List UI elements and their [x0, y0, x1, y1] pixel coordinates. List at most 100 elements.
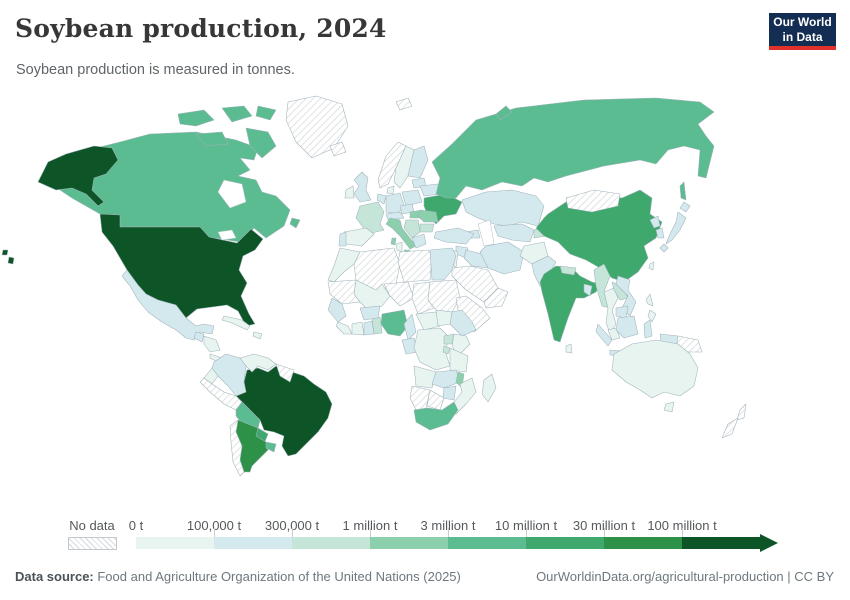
country-zambia[interactable]: [431, 369, 461, 389]
owid-logo[interactable]: Our World in Data: [769, 13, 836, 50]
country-bangladesh[interactable]: [583, 283, 593, 297]
country-mali[interactable]: [353, 279, 391, 311]
country-kenya[interactable]: [451, 333, 471, 357]
country-sakhalin[interactable]: [679, 181, 687, 201]
country-niger[interactable]: [383, 281, 415, 307]
country-chile[interactable]: [229, 419, 245, 477]
country-egypt[interactable]: [429, 247, 457, 281]
country-senegal-guinea[interactable]: [327, 297, 347, 323]
country-poland[interactable]: [401, 189, 423, 207]
country-australia[interactable]: [611, 339, 699, 399]
country-yemen-oman[interactable]: [483, 287, 509, 309]
country-sri-lanka[interactable]: [565, 343, 573, 354]
country-libya[interactable]: [397, 249, 433, 283]
world-choropleth-map[interactable]: [0, 86, 850, 510]
country-france[interactable]: [355, 201, 385, 235]
country-mozambique[interactable]: [453, 377, 477, 415]
country-united-kingdom[interactable]: [353, 171, 372, 203]
country-greece[interactable]: [411, 233, 427, 249]
country-cuba[interactable]: [221, 315, 251, 331]
country-ivory-coast[interactable]: [351, 321, 365, 336]
country-turkey[interactable]: [433, 227, 475, 245]
country-newfoundland[interactable]: [289, 217, 301, 229]
country-canada-arctic-islands[interactable]: [195, 131, 229, 147]
country-sulawesi[interactable]: [643, 319, 653, 339]
country-china[interactable]: [535, 189, 663, 283]
country-baffin-island[interactable]: [245, 127, 277, 159]
legend-swatch-7[interactable]: [682, 537, 760, 549]
country-central-asia[interactable]: [493, 223, 535, 243]
country-vietnam[interactable]: [615, 275, 637, 317]
country-north-korea[interactable]: [649, 215, 661, 229]
country-uganda[interactable]: [443, 333, 455, 345]
legend-no-data-swatch[interactable]: [68, 537, 117, 550]
country-japan[interactable]: [679, 201, 691, 213]
country-new-zealand[interactable]: [721, 417, 739, 439]
country-iran[interactable]: [479, 241, 525, 275]
country-kazakhstan[interactable]: [461, 189, 545, 227]
country-denmark[interactable]: [386, 185, 395, 195]
country-guatemala[interactable]: [193, 331, 205, 343]
country-south-africa[interactable]: [413, 401, 459, 431]
country-nepal[interactable]: [559, 265, 577, 276]
country-sierra-leone-liberia[interactable]: [335, 321, 353, 335]
country-tanzania[interactable]: [449, 347, 469, 373]
country-taiwan[interactable]: [648, 261, 655, 271]
country-nigeria[interactable]: [380, 309, 409, 337]
country-balkans[interactable]: [403, 219, 421, 239]
country-mexico[interactable]: [121, 269, 215, 341]
legend-swatch-0[interactable]: [136, 537, 214, 549]
country-rwanda-burundi[interactable]: [442, 345, 451, 355]
country-ireland[interactable]: [344, 185, 355, 199]
legend-swatch-5[interactable]: [526, 537, 604, 549]
country-hawaii[interactable]: [1, 249, 15, 265]
country-sardinia[interactable]: [390, 237, 397, 246]
legend-swatch-4[interactable]: [448, 537, 526, 549]
country-burkina-faso[interactable]: [359, 305, 381, 321]
country-tunisia[interactable]: [395, 241, 403, 253]
country-japan[interactable]: [665, 211, 687, 245]
country-mongolia[interactable]: [565, 189, 621, 213]
country-central-african-republic[interactable]: [415, 311, 441, 331]
country-cambodia[interactable]: [615, 305, 629, 319]
country-bulgaria[interactable]: [419, 223, 435, 233]
legend-swatch-6[interactable]: [604, 537, 682, 549]
country-togo-benin[interactable]: [371, 316, 383, 335]
country-japan[interactable]: [659, 243, 669, 253]
country-zimbabwe[interactable]: [442, 385, 457, 401]
footer-link[interactable]: OurWorldinData.org/agricultural-producti…: [536, 569, 834, 584]
country-south-korea[interactable]: [655, 227, 665, 239]
country-benelux[interactable]: [376, 193, 387, 205]
country-alaska[interactable]: [37, 145, 119, 207]
country-philippines[interactable]: [645, 293, 654, 307]
legend-swatch-2[interactable]: [292, 537, 370, 549]
country-venezuela[interactable]: [239, 353, 277, 373]
legend-swatch-1[interactable]: [214, 537, 292, 549]
country-uruguay[interactable]: [265, 441, 277, 453]
country-namibia[interactable]: [409, 385, 431, 411]
country-portugal[interactable]: [338, 231, 347, 247]
country-south-sudan[interactable]: [435, 309, 453, 327]
country-tasmania[interactable]: [663, 401, 675, 413]
country-canada-arctic-islands[interactable]: [177, 109, 215, 127]
country-philippines[interactable]: [647, 309, 657, 323]
country-guyanas[interactable]: [275, 363, 295, 383]
country-india[interactable]: [539, 265, 601, 343]
country-canada-arctic-islands[interactable]: [255, 105, 277, 121]
country-romania[interactable]: [417, 209, 439, 223]
country-sumatra[interactable]: [595, 323, 613, 347]
country-cameroon[interactable]: [403, 313, 417, 341]
country-italy[interactable]: [385, 217, 417, 250]
country-madagascar[interactable]: [481, 373, 497, 403]
country-russia[interactable]: [431, 97, 715, 199]
country-finland[interactable]: [407, 145, 429, 179]
country-novaya-zemlya[interactable]: [495, 105, 513, 121]
legend-swatch-3[interactable]: [370, 537, 448, 549]
country-angola[interactable]: [413, 365, 437, 389]
country-new-zealand[interactable]: [736, 403, 747, 421]
country-spain[interactable]: [343, 227, 375, 247]
country-svalbard[interactable]: [395, 97, 413, 111]
country-honduras-nicaragua[interactable]: [203, 335, 221, 353]
country-borneo[interactable]: [615, 315, 639, 339]
country-hispaniola[interactable]: [252, 331, 263, 340]
